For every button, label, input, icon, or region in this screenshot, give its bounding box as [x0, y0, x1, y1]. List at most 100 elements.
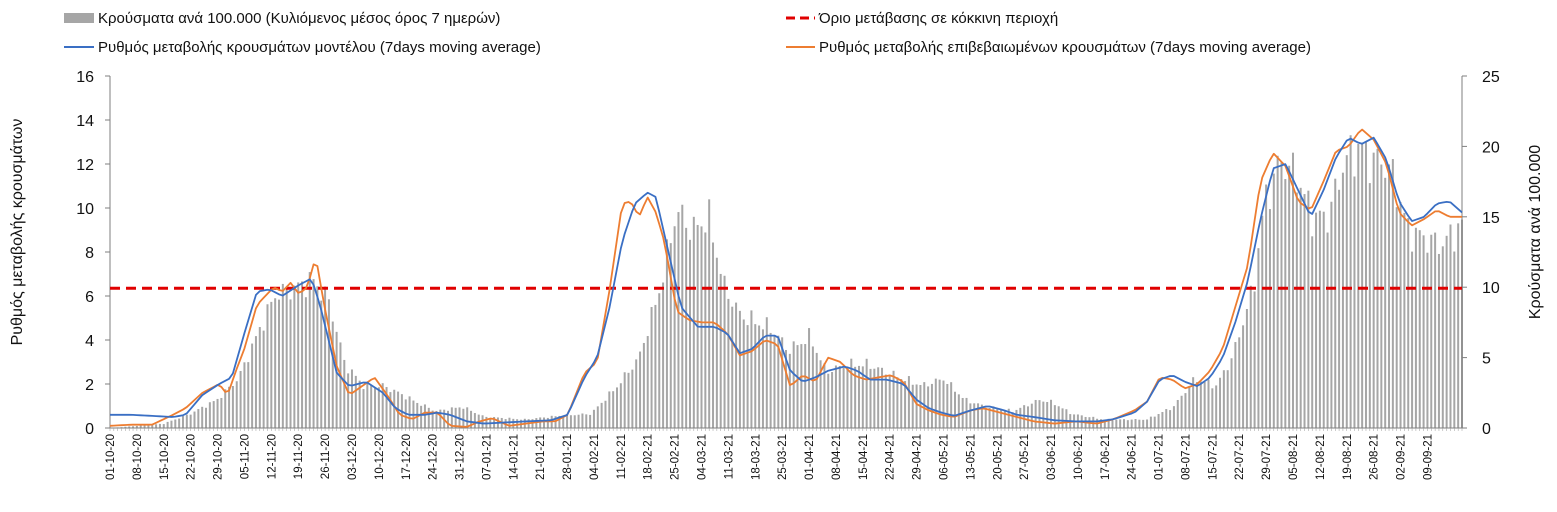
case-bar — [1322, 211, 1325, 428]
case-bar — [132, 426, 135, 428]
case-bar — [1123, 419, 1125, 428]
case-bar — [854, 366, 857, 428]
x-tick-label: 26-08-21 — [1369, 434, 1381, 480]
case-bar — [1334, 178, 1337, 428]
case-bar — [358, 380, 361, 428]
case-bar — [742, 319, 745, 428]
case-bar — [658, 293, 661, 428]
case-bar — [1226, 370, 1229, 428]
x-tick-label: 20-05-21 — [992, 434, 1004, 480]
case-bar — [1169, 410, 1172, 428]
case-bar — [681, 204, 684, 428]
case-bar — [731, 306, 734, 428]
y-left-tick-label: 0 — [85, 421, 94, 438]
case-bar — [516, 419, 519, 428]
case-bar — [243, 362, 246, 428]
case-bar — [1353, 176, 1356, 428]
case-bar — [1030, 403, 1033, 428]
case-bar — [865, 358, 868, 428]
case-bar — [1345, 155, 1348, 428]
case-bar — [769, 332, 772, 428]
case-bar — [904, 381, 907, 428]
case-bar — [135, 425, 138, 428]
case-bar — [297, 282, 300, 428]
case-bar — [1153, 416, 1156, 428]
legend-label-threshold: Όριο μετάβασης σε κόκκινη περιοχή — [818, 10, 1058, 27]
case-bar — [942, 380, 945, 428]
case-bar — [331, 321, 334, 428]
case-bar — [1330, 201, 1333, 428]
case-bar — [377, 387, 380, 428]
case-bar — [462, 408, 465, 428]
case-bar — [800, 344, 803, 428]
case-bar — [750, 310, 753, 428]
case-bar — [569, 415, 572, 428]
case-bar — [1188, 386, 1191, 428]
case-bar — [646, 336, 649, 428]
case-bar — [366, 382, 369, 428]
case-bar — [823, 363, 826, 428]
case-bar — [1368, 183, 1371, 428]
case-bar — [1437, 253, 1440, 428]
x-tick-label: 11-02-21 — [616, 434, 628, 479]
case-bar — [128, 426, 131, 428]
case-bar — [1380, 164, 1383, 428]
case-bar — [1061, 408, 1064, 428]
case-bar — [1142, 419, 1145, 428]
case-bar — [1292, 152, 1294, 429]
case-bar — [324, 286, 327, 428]
case-bar — [735, 302, 738, 428]
case-bar — [389, 392, 392, 428]
case-bar — [1146, 419, 1149, 428]
case-bar — [566, 414, 569, 428]
case-bar — [262, 330, 265, 428]
x-tick-label: 18-03-21 — [750, 434, 762, 480]
x-tick-label: 12-11-20 — [266, 434, 278, 479]
legend-label-confirmed: Ρυθμός μεταβολής επιβεβαιωμένων κρουσμάτ… — [819, 39, 1311, 56]
case-bar — [796, 345, 799, 428]
case-bar — [304, 297, 307, 428]
case-bar — [1222, 370, 1225, 428]
y-left-tick-label: 16 — [76, 69, 94, 86]
case-bar — [1065, 409, 1068, 428]
x-tick-label: 08-04-21 — [831, 434, 843, 480]
case-bar — [162, 424, 165, 428]
case-bar — [1103, 419, 1106, 428]
case-bar — [623, 372, 626, 428]
case-bar — [335, 331, 338, 428]
case-bar — [546, 417, 549, 428]
case-bar — [1284, 179, 1287, 428]
series-lines — [109, 128, 1463, 428]
case-bar — [1299, 187, 1302, 428]
case-bar — [381, 383, 384, 428]
case-bar — [1219, 377, 1222, 428]
case-bar — [1130, 419, 1133, 428]
x-tick-label: 22-07-21 — [1234, 434, 1246, 480]
case-bar — [447, 410, 449, 428]
case-bar — [1311, 236, 1314, 428]
case-bar — [719, 273, 722, 428]
case-bar — [592, 409, 595, 428]
case-bar — [197, 409, 200, 428]
case-bar — [1161, 412, 1164, 428]
case-bar — [289, 299, 292, 428]
x-tick-label: 03-06-21 — [1046, 434, 1058, 480]
x-tick-label: 14-01-21 — [508, 434, 520, 480]
case-bar — [1449, 224, 1452, 428]
case-bar — [781, 337, 784, 428]
case-bar — [604, 400, 607, 428]
case-bar — [915, 384, 918, 428]
case-bar — [1403, 212, 1406, 428]
case-bar — [665, 239, 668, 428]
case-bar — [1026, 406, 1029, 428]
case-bar — [1184, 393, 1187, 428]
case-bar — [612, 391, 615, 428]
x-tick-label: 29-10-20 — [213, 434, 225, 480]
case-bar — [957, 394, 960, 428]
case-bar — [1176, 399, 1179, 428]
case-bar — [308, 272, 311, 428]
case-bar — [1149, 416, 1152, 428]
case-bar — [124, 426, 127, 428]
case-bar — [685, 227, 688, 428]
